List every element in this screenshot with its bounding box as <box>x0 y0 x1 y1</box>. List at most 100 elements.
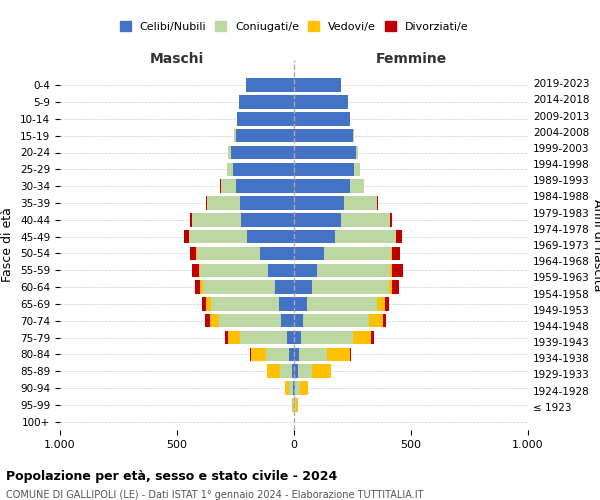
Bar <box>279 297 294 310</box>
Bar <box>210 314 219 328</box>
Bar <box>294 213 341 226</box>
Bar <box>192 264 199 277</box>
Bar <box>295 398 296 411</box>
Bar <box>396 230 401 243</box>
Bar <box>239 96 294 109</box>
Legend: Celibi/Nubili, Coniugati/e, Vedovi/e, Divorziati/e: Celibi/Nubili, Coniugati/e, Vedovi/e, Di… <box>116 18 472 35</box>
Bar <box>383 314 386 328</box>
Bar <box>266 348 289 361</box>
Bar <box>294 180 350 193</box>
Bar <box>344 196 377 209</box>
Bar <box>299 348 327 361</box>
Bar <box>240 331 287 344</box>
Bar <box>260 246 294 260</box>
Bar <box>307 297 377 310</box>
Bar <box>206 196 208 209</box>
Bar <box>196 246 197 260</box>
Bar <box>200 280 203 294</box>
Bar <box>294 280 311 294</box>
Bar <box>294 348 299 361</box>
Bar <box>289 348 294 361</box>
Bar <box>385 297 389 310</box>
Bar <box>233 162 294 176</box>
Bar <box>304 314 369 328</box>
Bar <box>194 280 200 294</box>
Bar <box>188 230 247 243</box>
Bar <box>208 196 240 209</box>
Bar <box>390 264 392 277</box>
Bar <box>294 381 295 394</box>
Bar <box>220 180 221 193</box>
Bar <box>225 331 229 344</box>
Bar <box>294 162 353 176</box>
Bar <box>350 348 352 361</box>
Bar <box>236 112 294 126</box>
Bar <box>392 280 400 294</box>
Bar <box>317 264 390 277</box>
Bar <box>294 129 353 142</box>
Bar <box>235 180 294 193</box>
Bar <box>294 246 325 260</box>
Y-axis label: Anni di nascita: Anni di nascita <box>590 198 600 291</box>
Bar <box>235 129 294 142</box>
Bar <box>294 230 335 243</box>
Bar <box>294 112 350 126</box>
Text: Popolazione per età, sesso e stato civile - 2024: Popolazione per età, sesso e stato civil… <box>6 470 337 483</box>
Bar <box>300 381 308 394</box>
Bar <box>221 180 235 193</box>
Bar <box>390 213 392 226</box>
Bar <box>341 213 390 226</box>
Bar <box>246 78 294 92</box>
Bar <box>190 213 192 226</box>
Bar <box>327 348 350 361</box>
Bar <box>231 146 294 159</box>
Bar <box>295 381 300 394</box>
Bar <box>199 264 200 277</box>
Bar <box>241 213 294 226</box>
Bar <box>197 246 260 260</box>
Bar <box>294 297 307 310</box>
Bar <box>206 297 211 310</box>
Bar <box>391 246 392 260</box>
Bar <box>227 162 233 176</box>
Text: Femmine: Femmine <box>376 52 446 66</box>
Bar <box>294 264 317 277</box>
Bar <box>190 246 196 260</box>
Bar <box>251 348 266 361</box>
Text: COMUNE DI GALLIPOLI (LE) - Dati ISTAT 1° gennaio 2024 - Elaborazione TUTTITALIA.: COMUNE DI GALLIPOLI (LE) - Dati ISTAT 1°… <box>6 490 424 500</box>
Bar <box>392 246 400 260</box>
Bar <box>350 180 364 193</box>
Y-axis label: Fasce di età: Fasce di età <box>1 208 14 282</box>
Bar <box>267 364 280 378</box>
Bar <box>298 364 311 378</box>
Bar <box>389 280 392 294</box>
Bar <box>287 331 294 344</box>
Bar <box>205 314 210 328</box>
Bar <box>292 364 294 378</box>
Bar <box>240 196 294 209</box>
Bar <box>296 398 298 411</box>
Bar <box>294 78 341 92</box>
Bar <box>229 331 240 344</box>
Bar <box>377 297 385 310</box>
Bar <box>184 230 188 243</box>
Bar <box>294 96 348 109</box>
Bar <box>353 331 371 344</box>
Bar <box>268 264 294 277</box>
Bar <box>294 364 298 378</box>
Bar <box>392 264 403 277</box>
Bar <box>356 146 358 159</box>
Bar <box>202 297 206 310</box>
Bar <box>211 297 279 310</box>
Bar <box>377 196 378 209</box>
Bar <box>301 331 353 344</box>
Bar <box>292 398 293 411</box>
Bar <box>250 348 251 361</box>
Bar <box>293 381 294 394</box>
Bar <box>192 213 241 226</box>
Bar <box>281 314 294 328</box>
Bar <box>325 246 391 260</box>
Bar <box>294 331 301 344</box>
Bar <box>289 381 293 394</box>
Bar <box>294 196 344 209</box>
